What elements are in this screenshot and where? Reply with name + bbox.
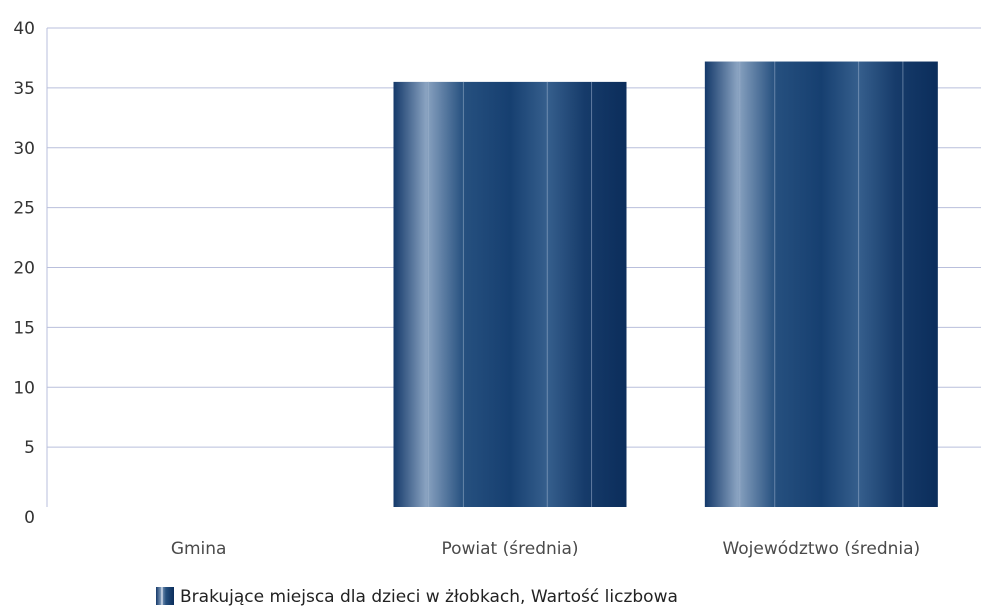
y-tick-label: 30 <box>13 139 35 159</box>
y-tick-label: 10 <box>13 378 35 398</box>
bars <box>393 61 938 507</box>
x-axis-labels: Gmina Powiat (średnia) Województwo (średni… <box>171 539 920 559</box>
legend-swatch <box>156 587 174 605</box>
bar <box>704 61 938 507</box>
bar-rect <box>704 61 938 507</box>
x-category-label: Gmina <box>171 539 227 559</box>
y-tick-label: 5 <box>24 438 35 458</box>
y-tick-label: 0 <box>24 508 35 528</box>
x-category-label: Powiat (średnia) <box>441 539 578 559</box>
y-axis: 0 5 10 15 20 25 30 35 40 <box>13 19 48 528</box>
y-tick-label: 20 <box>13 259 35 279</box>
y-tick-label: 25 <box>13 199 35 219</box>
x-category-label: Województwo (średnia) <box>722 539 920 559</box>
y-tick-label: 15 <box>13 318 35 338</box>
y-tick-label: 35 <box>13 79 35 99</box>
legend: Brakujące miejsca dla dzieci w żłobkach,… <box>156 587 678 607</box>
y-tick-label: 40 <box>13 19 35 39</box>
bar-rect <box>393 81 627 507</box>
legend-label: Brakujące miejsca dla dzieci w żłobkach,… <box>180 587 678 607</box>
bar <box>393 81 627 507</box>
